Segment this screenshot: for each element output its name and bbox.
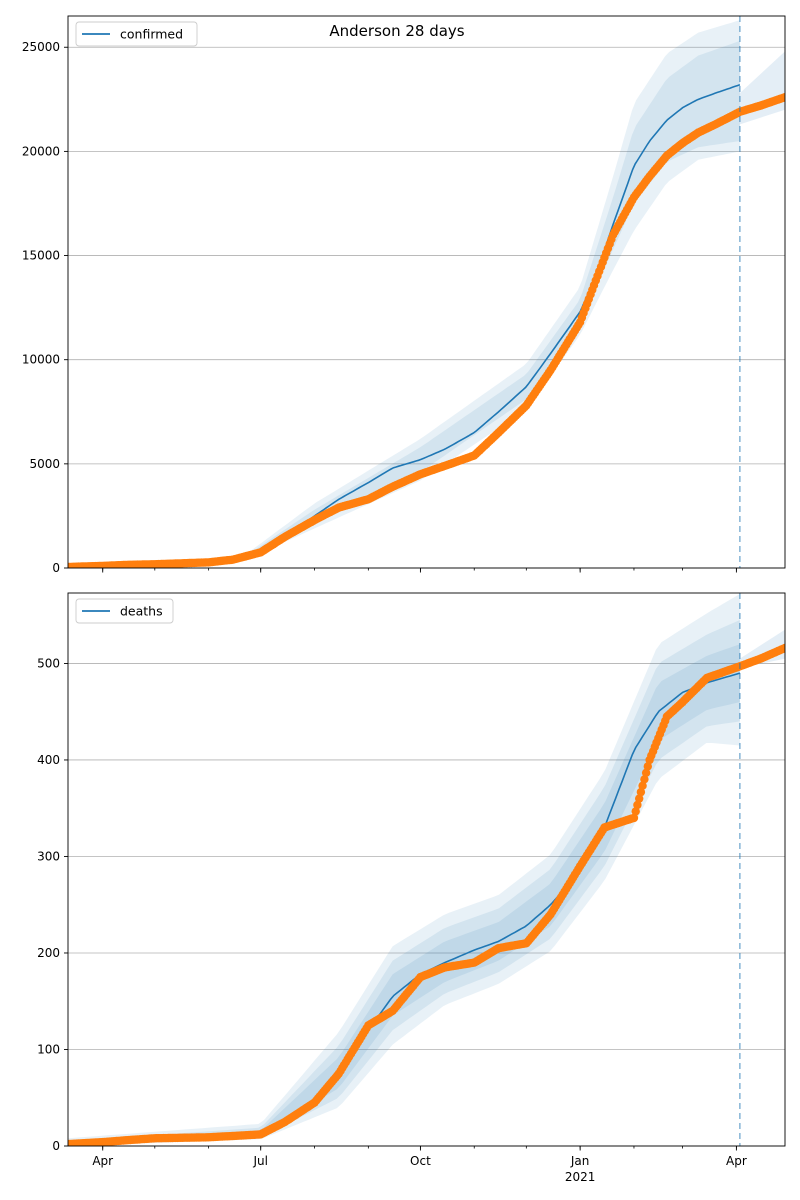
figure-title: Anderson 28 days [329,22,464,40]
y-tick-label: 400 [37,753,60,767]
uncertainty-band [68,620,740,1146]
legend-label: confirmed [120,27,183,42]
y-tick-label: 20000 [22,144,60,158]
uncertainty-band [68,644,740,1146]
plot-area [68,594,785,1146]
y-tick-label: 0 [52,561,60,575]
observed-point [636,787,646,797]
x-tick-label: Apr [726,1154,747,1168]
x-tick-label: Apr [92,1154,113,1168]
legend-label: deaths [120,604,163,619]
uncertainty-band [241,41,740,561]
confirmed-chart: 0 5000 10000 15000 20000 25000 confirmed [22,15,786,575]
observed-point [633,800,642,810]
uncertainty-band [68,594,740,1146]
y-tick-label: 300 [37,849,60,863]
y-tick-label: 25000 [22,40,60,54]
y-tick-label: 200 [37,946,60,960]
observed-point [780,93,785,102]
axes-frame [67,592,786,1147]
observed-point [638,781,647,790]
observed-point [643,762,652,771]
y-tick-label: 5000 [29,457,60,471]
deaths-chart: 0 100 200 300 400 500 Apr Jul Oct Jan 2021 Apr death… [37,592,786,1184]
x-tick-label: Jan [570,1154,590,1168]
observed-point [635,794,644,803]
observed-point [631,807,640,816]
x-tick-sublabel: 2021 [565,1170,596,1184]
observed-point [641,768,651,777]
y-tick-label: 15000 [22,249,60,263]
y-tick-label: 500 [37,656,60,670]
axes-frame [67,15,786,569]
y-tick-label: 10000 [22,353,60,367]
legend-box [75,598,174,624]
observed-point [629,813,639,823]
y-tick-label: 100 [37,1042,60,1056]
legend-box [75,21,198,47]
x-tick-label: Jul [252,1154,267,1168]
model-line [241,83,741,561]
x-tick-label: Oct [410,1154,431,1168]
plot-area [68,20,785,568]
uncertainty-band [241,20,740,562]
observed-point [780,643,785,653]
y-tick-label: 0 [52,1139,60,1153]
observed-point [640,775,649,784]
